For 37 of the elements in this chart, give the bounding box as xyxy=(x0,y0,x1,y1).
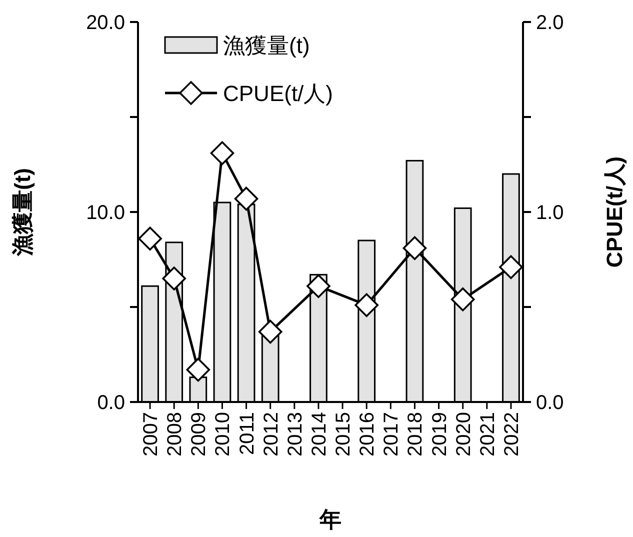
x-tick-label: 2022 xyxy=(500,412,523,456)
y2-tick-label: 2.0 xyxy=(536,12,564,34)
y2-tick-label: 0.0 xyxy=(536,392,564,414)
x-tick-label: 2021 xyxy=(476,412,499,456)
legend-label: CPUE(t/人) xyxy=(223,81,333,106)
x-axis-title: 年 xyxy=(318,507,342,532)
x-tick-label: 2015 xyxy=(332,412,355,456)
x-tick-label: 2017 xyxy=(380,412,403,456)
point xyxy=(354,293,378,317)
point xyxy=(402,236,427,260)
point xyxy=(234,186,258,211)
point xyxy=(306,274,330,298)
point xyxy=(499,255,523,279)
x-tick-label: 2007 xyxy=(140,412,162,456)
y-tick-label: 0.0 xyxy=(97,392,125,414)
x-tick-label: 2011 xyxy=(236,412,258,456)
x-tick-label: 2020 xyxy=(452,412,475,456)
x-tick-label: 2012 xyxy=(260,412,282,456)
x-tick-label: 2013 xyxy=(284,412,306,456)
y2-tick-label: 1.0 xyxy=(536,202,564,224)
x-tick-label: 2014 xyxy=(308,412,330,456)
y-tick-label: 10.0 xyxy=(86,202,125,224)
point xyxy=(186,358,210,382)
y-tick-label: 20.0 xyxy=(86,12,125,34)
point xyxy=(450,288,475,312)
point xyxy=(258,320,282,344)
x-tick-label: 2010 xyxy=(212,412,234,456)
x-tick-label: 2016 xyxy=(356,412,379,456)
x-tick-label: 2008 xyxy=(164,412,186,456)
legend-label: 漁獲量(t) xyxy=(223,33,310,58)
point xyxy=(210,141,234,165)
y2-axis-title: CPUE(t/人) xyxy=(602,156,627,268)
y-axis-title: 漁獲量(t) xyxy=(10,168,35,257)
x-tick-label: 2019 xyxy=(428,412,451,456)
x-tick-label: 2018 xyxy=(404,412,427,456)
x-tick-label: 2009 xyxy=(188,412,210,456)
point xyxy=(162,266,186,290)
